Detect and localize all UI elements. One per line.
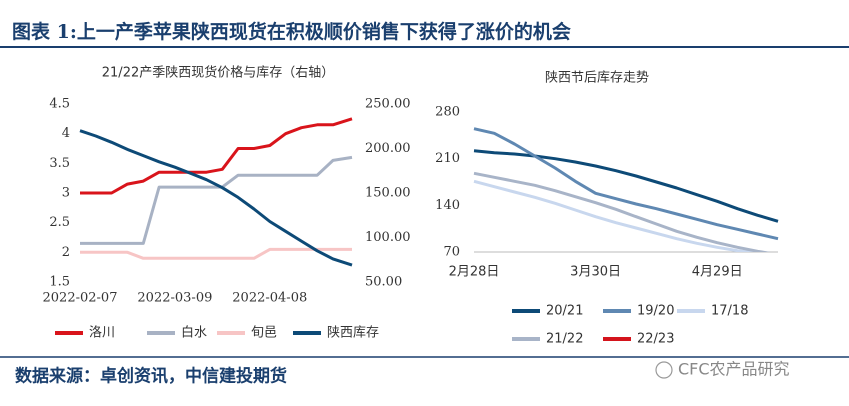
- y-tick-label: 3: [62, 186, 70, 201]
- series-line: [473, 149, 779, 223]
- series-line: [79, 129, 353, 267]
- y2-tick-label: 150.00: [365, 186, 411, 201]
- y-tick-label: 2: [62, 245, 70, 260]
- legend-label: 旬邑: [251, 326, 277, 341]
- series-line: [80, 155, 353, 245]
- y-tick-label: 140: [435, 198, 460, 213]
- y2-tick-label: 200.00: [365, 141, 411, 156]
- series-line: [80, 117, 353, 195]
- watermark-icon: [655, 361, 673, 379]
- x-tick-label: 2022-04-08: [232, 291, 307, 306]
- series-line: [473, 179, 760, 252]
- y2-tick-label: 100.00: [365, 230, 411, 245]
- header-title: 图表 1:上一产季苹果陕西现货在积极顺价销售下获得了涨价的机会: [12, 20, 571, 43]
- chart-title: 21/22产季陕西现货价格与库存（右轴）: [102, 65, 334, 81]
- y-tick-label: 70: [443, 245, 460, 260]
- x-tick-label: 3月30日: [570, 265, 621, 280]
- x-tick-label: 2022-02-07: [43, 291, 118, 306]
- legend-label: 陕西库存: [327, 325, 379, 341]
- watermark: CFC农产品研究: [678, 360, 790, 379]
- y-tick-label: 1.5: [49, 275, 70, 290]
- x-tick-label: 4月29日: [692, 265, 743, 280]
- y-tick-label: 3.5: [49, 156, 70, 171]
- y-tick-label: 4: [62, 126, 70, 141]
- legend-label: 白水: [181, 325, 207, 341]
- x-tick-label: 2月28日: [449, 265, 500, 280]
- legend-label: 20/21: [546, 304, 583, 319]
- y2-tick-label: 50.00: [365, 275, 402, 290]
- series-line: [80, 247, 352, 260]
- legend-label: 22/23: [637, 332, 674, 347]
- series-line: [473, 171, 771, 252]
- chart-title: 陕西节后库存走势: [545, 70, 649, 86]
- legend-label: 17/18: [711, 304, 748, 319]
- y-tick-label: 2.5: [49, 215, 70, 230]
- x-tick-label: 2022-03-09: [137, 291, 212, 306]
- series-line: [473, 127, 779, 241]
- legend-label: 19/20: [637, 304, 674, 319]
- legend-label: 21/22: [546, 332, 583, 347]
- source: 数据来源：卓创资讯，中信建投期货: [15, 366, 287, 387]
- legend-label: 洛川: [89, 326, 115, 341]
- y2-tick-label: 250.00: [365, 97, 411, 112]
- y-tick-label: 280: [435, 105, 460, 120]
- y-tick-label: 4.5: [49, 97, 70, 112]
- y-tick-label: 210: [435, 151, 460, 166]
